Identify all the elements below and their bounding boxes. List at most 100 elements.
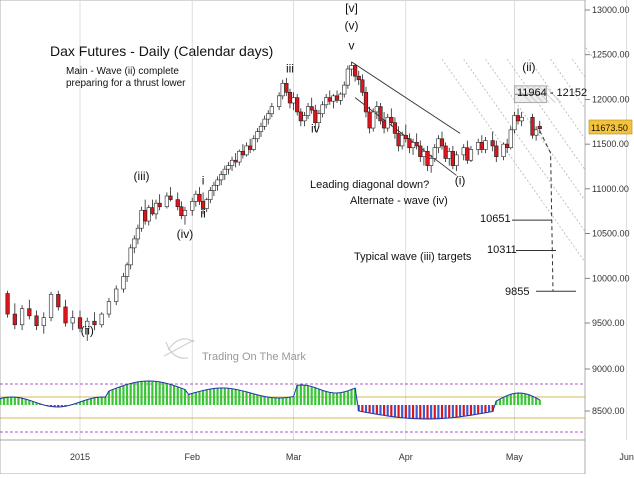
indicator-bar <box>448 405 450 418</box>
indicator-bar <box>484 405 486 413</box>
candle-body <box>306 107 310 116</box>
indicator-bar <box>423 405 425 419</box>
indicator-bar <box>394 405 396 417</box>
candle-body <box>263 119 267 126</box>
indicator-bar <box>321 390 323 405</box>
candle-body <box>455 155 459 166</box>
candle-body <box>165 196 169 207</box>
indicator-bar <box>434 405 436 419</box>
candle-body <box>42 318 46 326</box>
y-tick-label: 11000.00 <box>592 184 629 194</box>
candle-body <box>6 293 10 314</box>
candle-body <box>266 114 270 119</box>
candle-body <box>219 175 223 180</box>
candle-body <box>451 151 455 165</box>
candle-body <box>259 126 263 131</box>
indicator-bar <box>90 399 92 405</box>
candle-body <box>256 132 260 139</box>
candle-body <box>371 112 375 128</box>
y-tick-label: 12000.00 <box>592 94 630 104</box>
indicator-bar <box>173 386 175 405</box>
indicator-bar <box>169 384 171 405</box>
indicator-bar <box>336 393 338 405</box>
candle-body <box>429 158 433 165</box>
candle-body <box>422 151 426 156</box>
target-label-2: 10311 <box>487 244 517 256</box>
candle-body <box>368 112 372 128</box>
candle-body <box>404 135 408 139</box>
candle-body <box>194 194 198 201</box>
candle-body <box>64 307 68 323</box>
indicator-bar <box>481 405 483 413</box>
indicator-bar <box>245 392 247 405</box>
indicator-bar <box>184 390 186 405</box>
indicator-bar <box>115 388 117 405</box>
candle-body <box>328 98 332 102</box>
candle-body <box>281 83 285 96</box>
indicator-bar <box>144 381 146 405</box>
wave-label: [v] <box>345 1 358 15</box>
indicator-bar <box>159 382 161 405</box>
candle-body <box>13 314 17 325</box>
candle-body <box>234 160 238 162</box>
indicator-bar <box>397 405 399 417</box>
candle-body <box>444 146 448 159</box>
indicator-bar <box>332 393 334 405</box>
indicator-bar <box>318 389 320 405</box>
candle-body <box>252 139 256 150</box>
candle-body <box>270 107 274 114</box>
candle-body <box>180 207 184 216</box>
indicator-bar <box>227 388 229 405</box>
candle-body <box>480 142 484 149</box>
candle-body <box>346 69 350 85</box>
candle-body <box>20 309 24 325</box>
candle-body <box>350 65 354 69</box>
candle-body <box>393 123 397 134</box>
indicator-bar <box>86 400 88 405</box>
candle-body <box>357 76 361 80</box>
candle-body <box>28 309 32 316</box>
candle-body <box>56 294 60 307</box>
indicator-bar <box>510 394 512 405</box>
indicator-bar <box>506 396 508 405</box>
indicator-bar <box>235 389 237 405</box>
indicator-bar <box>300 385 302 405</box>
candle-body <box>212 185 216 190</box>
wave-label: (i) <box>455 173 466 187</box>
candle-body <box>397 133 401 146</box>
candle-body <box>303 116 307 121</box>
candle-body <box>513 116 517 130</box>
indicator-bar <box>343 392 345 405</box>
target-label-3: 9855 <box>505 286 529 298</box>
candle-body <box>353 65 357 76</box>
indicator-bar <box>140 381 142 405</box>
indicator-bar <box>220 388 222 405</box>
wave-label: ii <box>200 206 205 220</box>
candle-body <box>114 289 118 302</box>
indicator-bar <box>513 393 515 405</box>
wave-label: (v) <box>345 19 359 33</box>
last-price-label: 11673.50 <box>591 123 628 133</box>
x-axis-label: Mar <box>286 452 302 462</box>
indicator-bar <box>216 388 218 405</box>
indicator-bar <box>412 405 414 419</box>
annotation-alternate-wave: Alternate - wave (iv) <box>350 195 448 207</box>
indicator-bar <box>126 384 128 405</box>
candle-body <box>288 92 292 103</box>
indicator-bar <box>206 390 208 405</box>
candle-body <box>140 210 144 228</box>
candle-body <box>324 98 328 105</box>
indicator-bar <box>285 398 287 405</box>
indicator-bar <box>531 396 533 405</box>
wave-label: (iv) <box>177 227 194 241</box>
candle-body <box>107 302 111 315</box>
indicator-bar <box>260 396 262 405</box>
indicator-bar <box>137 382 139 405</box>
indicator-bar <box>21 398 23 405</box>
indicator-bar <box>188 394 190 405</box>
indicator-bar <box>14 397 16 405</box>
candle-body <box>321 105 325 114</box>
indicator-bar <box>133 383 135 405</box>
indicator-bar <box>408 405 410 418</box>
